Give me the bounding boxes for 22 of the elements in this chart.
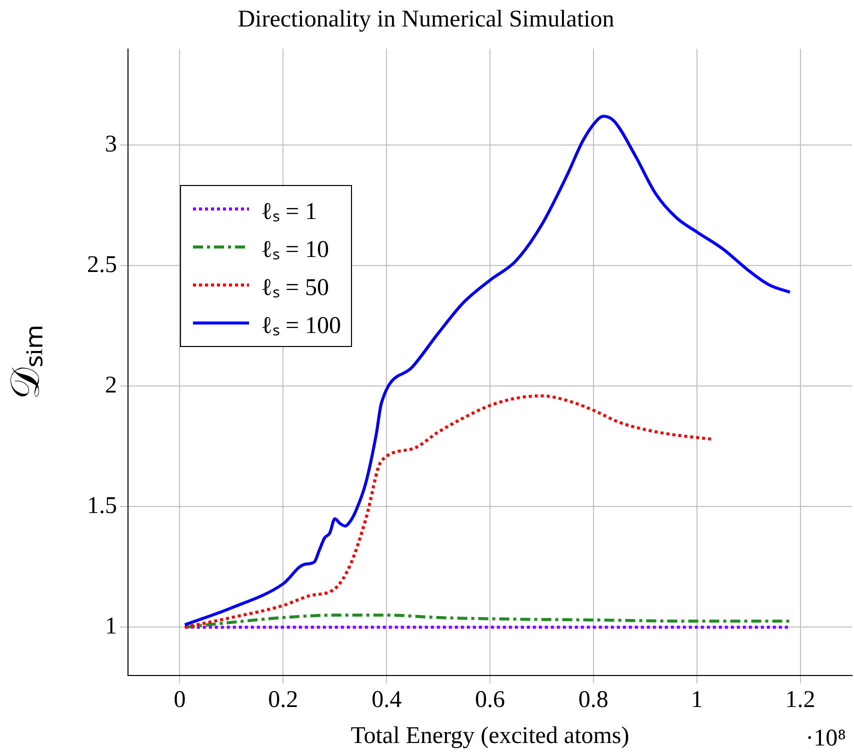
x-tick-label: 0.8 bbox=[578, 687, 608, 714]
x-tick-label: 0 bbox=[174, 687, 186, 714]
legend-label: ℓₛ = 100 bbox=[261, 312, 342, 340]
y-tick-label: 3 bbox=[105, 131, 117, 158]
x-tick-label: 0.2 bbox=[268, 687, 298, 714]
legend-label: ℓₛ = 10 bbox=[261, 236, 330, 264]
text: ·10⁸ bbox=[806, 725, 846, 752]
x-tick-label: 0.4 bbox=[372, 687, 402, 714]
line-series bbox=[183, 394, 714, 629]
x-tick-label: 1 bbox=[690, 687, 703, 714]
chart-title: Directionality in Numerical Simulation bbox=[238, 6, 614, 33]
x-tick-label: 0.6 bbox=[475, 687, 505, 714]
legend-label: ℓₛ = 1 bbox=[261, 198, 318, 226]
legend-label: ℓₛ = 50 bbox=[261, 274, 330, 302]
y-tick-label: 2 bbox=[105, 372, 117, 398]
x-tick-label: 1.2 bbox=[785, 687, 816, 714]
y-tick-label: 1.5 bbox=[87, 492, 117, 519]
x-axis-title: Total Energy (excited atoms) bbox=[350, 722, 630, 749]
y-tick-label: 2.5 bbox=[87, 252, 117, 278]
y-tick-label: 1 bbox=[105, 613, 117, 640]
y-axis-title: 𝒟ₛᵢₘ bbox=[2, 324, 48, 400]
line-series bbox=[183, 114, 792, 626]
